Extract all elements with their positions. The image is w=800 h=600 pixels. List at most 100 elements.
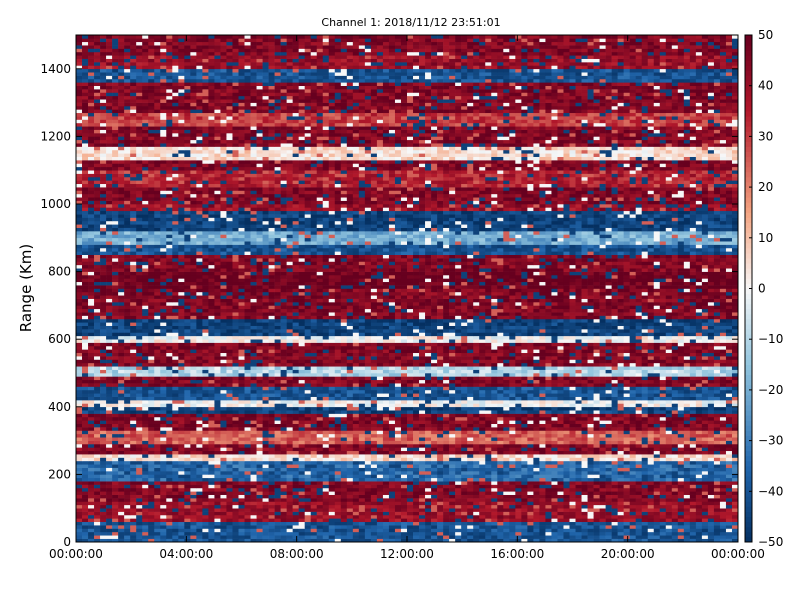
heatmap-cell [461, 484, 468, 489]
heatmap-cell [298, 450, 305, 455]
heatmap-cell [671, 514, 679, 519]
heatmap-cell [262, 447, 269, 452]
heatmap-cell [431, 518, 438, 523]
heatmap-cell [635, 440, 643, 445]
heatmap-cell [160, 484, 167, 489]
heatmap-cell [304, 389, 312, 394]
heatmap-cell [382, 406, 390, 411]
heatmap-cell [76, 538, 83, 543]
heatmap-cell [623, 521, 630, 526]
heatmap-cell [629, 447, 636, 452]
heatmap-cell [196, 460, 203, 465]
heatmap-cell [100, 464, 107, 468]
heatmap-cell [497, 389, 504, 394]
heatmap-cell [647, 518, 655, 523]
heatmap-cell [322, 477, 330, 482]
heatmap-cell [617, 433, 624, 438]
heatmap-cell [575, 430, 582, 435]
heatmap-cell [274, 427, 281, 431]
heatmap-cell [190, 454, 197, 458]
heatmap-cell [569, 450, 576, 455]
heatmap-cell [94, 454, 101, 458]
heatmap-cell [629, 491, 636, 495]
heatmap-cell [244, 514, 251, 519]
heatmap-cell [461, 440, 468, 445]
heatmap-cell [118, 460, 125, 465]
heatmap-cell [533, 467, 540, 472]
heatmap-cell [274, 508, 281, 512]
heatmap-cell [268, 389, 275, 394]
heatmap-cell [154, 477, 161, 482]
heatmap-cell [286, 535, 293, 539]
heatmap-cell [208, 531, 215, 536]
heatmap-cell [695, 508, 703, 512]
heatmap-cell [659, 464, 667, 468]
heatmap-cell [220, 494, 227, 499]
heatmap-cell [352, 498, 360, 502]
heatmap-cell [467, 535, 474, 539]
heatmap-cell [569, 511, 576, 516]
heatmap-cell [88, 508, 95, 512]
heatmap-cell [136, 481, 143, 485]
heatmap-cell [82, 491, 89, 495]
heatmap-cell [611, 389, 618, 394]
heatmap-cell [623, 484, 630, 489]
heatmap-cell [394, 467, 402, 472]
heatmap-cell [593, 423, 600, 428]
heatmap-cell [425, 427, 432, 431]
heatmap-cell [635, 484, 643, 489]
heatmap-cell [701, 406, 709, 411]
heatmap-cell [689, 467, 697, 472]
heatmap-cell [346, 403, 354, 408]
heatmap-cell [310, 447, 318, 452]
heatmap-cell [671, 538, 679, 543]
heatmap-cell [611, 393, 618, 397]
heatmap-cell [725, 450, 733, 455]
heatmap-cell [701, 471, 709, 475]
heatmap-cell [196, 450, 203, 455]
heatmap-cell [130, 481, 137, 485]
heatmap-cell [731, 491, 739, 495]
heatmap-cell [94, 487, 101, 492]
heatmap-cell [148, 460, 155, 465]
heatmap-cell [250, 416, 257, 421]
heatmap-cell [665, 525, 673, 529]
heatmap-cell [292, 443, 299, 448]
heatmap-cell [599, 447, 606, 452]
heatmap-cell [515, 487, 522, 492]
heatmap-cell [370, 498, 378, 502]
heatmap-cell [136, 511, 143, 516]
heatmap-cell [136, 514, 143, 519]
heatmap-cell [413, 508, 420, 512]
heatmap-cell [431, 403, 438, 408]
heatmap-cell [208, 494, 215, 499]
heatmap-cell [136, 386, 143, 391]
heatmap-cell [425, 528, 432, 533]
heatmap-cell [569, 521, 576, 526]
heatmap-cell [611, 450, 618, 455]
heatmap-cell [527, 514, 534, 519]
heatmap-cell [256, 457, 263, 462]
heatmap-cell [364, 535, 372, 539]
heatmap-cell [509, 410, 516, 414]
heatmap-cell [605, 437, 612, 441]
heatmap-cell [551, 498, 558, 502]
heatmap-cell [551, 471, 558, 475]
heatmap-cell [473, 454, 480, 458]
heatmap-cell [641, 508, 649, 512]
heatmap-cell [268, 410, 275, 414]
heatmap-cell [545, 460, 552, 465]
heatmap-cell [683, 443, 691, 448]
heatmap-cell [539, 467, 546, 472]
heatmap-cell [220, 454, 227, 458]
heatmap-cell [304, 460, 312, 465]
heatmap-cell [184, 518, 191, 523]
heatmap-cell [298, 491, 305, 495]
heatmap-cell [485, 494, 492, 499]
heatmap-cell [425, 460, 432, 465]
heatmap-cell [136, 447, 143, 452]
heatmap-cell [310, 538, 318, 543]
heatmap-cell [118, 464, 125, 468]
heatmap-cell [677, 450, 685, 455]
heatmap-cell [671, 406, 679, 411]
